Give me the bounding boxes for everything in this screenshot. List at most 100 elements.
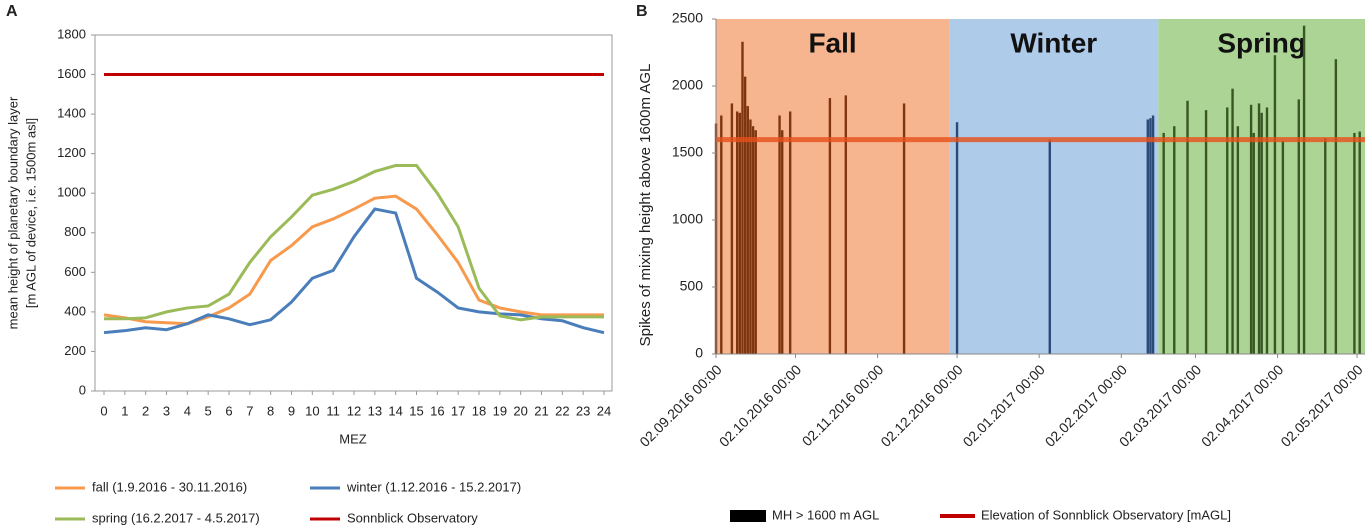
series-line bbox=[103, 207, 605, 335]
spike-bar bbox=[749, 119, 752, 354]
x-tick-label: 20 bbox=[513, 403, 527, 418]
season-label: Fall bbox=[808, 27, 856, 58]
x-axis-label: MEZ bbox=[339, 431, 367, 446]
spike-bar bbox=[751, 126, 755, 354]
legend-swatch bbox=[730, 510, 766, 522]
x-tick-label: 7 bbox=[246, 403, 253, 418]
spike-bar bbox=[1324, 138, 1327, 354]
y-tick-label: 1800 bbox=[57, 26, 86, 41]
spike-bar bbox=[1162, 132, 1165, 354]
y-axis-label: [m AGL of device, i.e. 1500m asl] bbox=[23, 118, 38, 308]
spike-bar bbox=[730, 103, 734, 354]
spike-bar bbox=[720, 115, 723, 354]
spike-bar bbox=[1302, 25, 1306, 354]
spike-bar bbox=[1265, 107, 1269, 354]
panel-label: A bbox=[6, 3, 18, 20]
spike-bar bbox=[1249, 104, 1253, 354]
x-tick-label: 10 bbox=[305, 403, 319, 418]
spike-bar bbox=[1149, 118, 1152, 354]
x-tick-label: 12 bbox=[347, 403, 361, 418]
spike-bar bbox=[1146, 119, 1149, 354]
x-tick-label: 2 bbox=[142, 403, 149, 418]
y-tick-label: 2500 bbox=[672, 10, 703, 26]
spike-bar bbox=[1353, 132, 1356, 354]
spike-bar bbox=[1048, 139, 1051, 354]
spike-bar bbox=[1281, 140, 1285, 354]
y-axis-label: Spikes of mixing height above 1600m AGL bbox=[637, 64, 654, 347]
x-tick-label: 5 bbox=[205, 403, 212, 418]
spike-bar bbox=[955, 122, 959, 355]
panel-label: B bbox=[636, 3, 648, 20]
x-tick-label: 17 bbox=[451, 403, 465, 418]
spike-bar bbox=[754, 130, 757, 354]
y-tick-label: 1200 bbox=[57, 145, 86, 160]
x-tick-label: 02.05.2017 00:00 bbox=[1277, 361, 1366, 450]
spike-bar bbox=[1297, 99, 1300, 355]
x-tick-label: 22 bbox=[555, 403, 569, 418]
season-label: Winter bbox=[1010, 27, 1097, 58]
series-line bbox=[103, 194, 604, 326]
y-tick-label: 600 bbox=[64, 264, 86, 279]
spike-bar bbox=[1257, 103, 1261, 354]
y-tick-label: 0 bbox=[79, 382, 86, 397]
spike-bar bbox=[1204, 110, 1208, 355]
spike-bar bbox=[1252, 132, 1255, 354]
y-tick-label: 200 bbox=[64, 343, 86, 358]
y-tick-label: 400 bbox=[64, 303, 86, 318]
x-tick-label: 6 bbox=[225, 403, 232, 418]
x-tick-label: 13 bbox=[368, 403, 382, 418]
legend-label: spring (16.2.2017 - 4.5.2017) bbox=[92, 510, 260, 525]
spike-bar bbox=[743, 76, 747, 355]
x-tick-label: 02.11.2016 00:00 bbox=[799, 361, 887, 449]
legend-label: fall (1.9.2016 - 30.11.2016) bbox=[92, 479, 247, 494]
x-tick-label: 18 bbox=[472, 403, 486, 418]
x-tick-label: 02.10.2016 00:00 bbox=[716, 361, 805, 450]
x-tick-label: 24 bbox=[597, 403, 611, 418]
x-tick-label: 02.09.2016 00:00 bbox=[636, 361, 725, 450]
x-tick-label: 11 bbox=[326, 403, 340, 418]
y-tick-label: 1500 bbox=[672, 144, 703, 160]
season-band bbox=[949, 19, 1159, 354]
y-axis-label: mean height of planetary boundary layer bbox=[5, 96, 20, 329]
x-tick-label: 14 bbox=[388, 403, 402, 418]
legend-label: Sonnblick Observatory bbox=[347, 510, 478, 525]
x-tick-label: 02.12.2016 00:00 bbox=[877, 361, 966, 450]
spike-bar bbox=[781, 130, 784, 354]
spike-bar bbox=[1231, 88, 1234, 355]
y-tick-label: 2000 bbox=[672, 77, 703, 93]
x-tick-label: 16 bbox=[430, 403, 444, 418]
spike-bar bbox=[1358, 131, 1361, 354]
x-tick-label: 3 bbox=[163, 403, 170, 418]
spike-bar bbox=[1273, 55, 1277, 355]
x-tick-label: 9 bbox=[288, 403, 295, 418]
y-tick-label: 1400 bbox=[57, 106, 86, 121]
spike-bar bbox=[902, 103, 906, 354]
x-tick-label: 02.01.2017 00:00 bbox=[960, 361, 1049, 450]
x-tick-label: 19 bbox=[493, 403, 507, 418]
legend-label: MH > 1600 m AGL bbox=[772, 507, 879, 522]
spike-bar bbox=[1334, 59, 1338, 354]
spike-bar bbox=[788, 111, 792, 355]
spike-bar bbox=[1173, 126, 1176, 354]
x-tick-label: 02.03.2017 00:00 bbox=[1116, 361, 1205, 450]
spike-bar bbox=[735, 111, 739, 355]
x-tick-label: 4 bbox=[184, 403, 191, 418]
y-tick-label: 800 bbox=[64, 224, 86, 239]
series-line bbox=[104, 164, 604, 322]
x-tick-label: 1 bbox=[121, 403, 128, 418]
x-tick-label: 0 bbox=[100, 403, 107, 418]
legend-label: winter (1.12.2016 - 15.2.2017) bbox=[346, 479, 521, 494]
x-tick-label: 21 bbox=[534, 403, 548, 418]
spike-bar bbox=[1226, 107, 1229, 354]
spike-bar bbox=[844, 95, 847, 354]
legend-label: Elevation of Sonnblick Observatory [mAGL… bbox=[981, 507, 1231, 522]
spike-bar bbox=[778, 115, 781, 354]
y-tick-label: 1000 bbox=[672, 211, 703, 227]
y-tick-label: 0 bbox=[695, 345, 703, 361]
spike-bar bbox=[828, 98, 832, 354]
spike-bar bbox=[1186, 100, 1189, 355]
spike-bar bbox=[1151, 115, 1155, 354]
plot-frame bbox=[94, 34, 613, 392]
